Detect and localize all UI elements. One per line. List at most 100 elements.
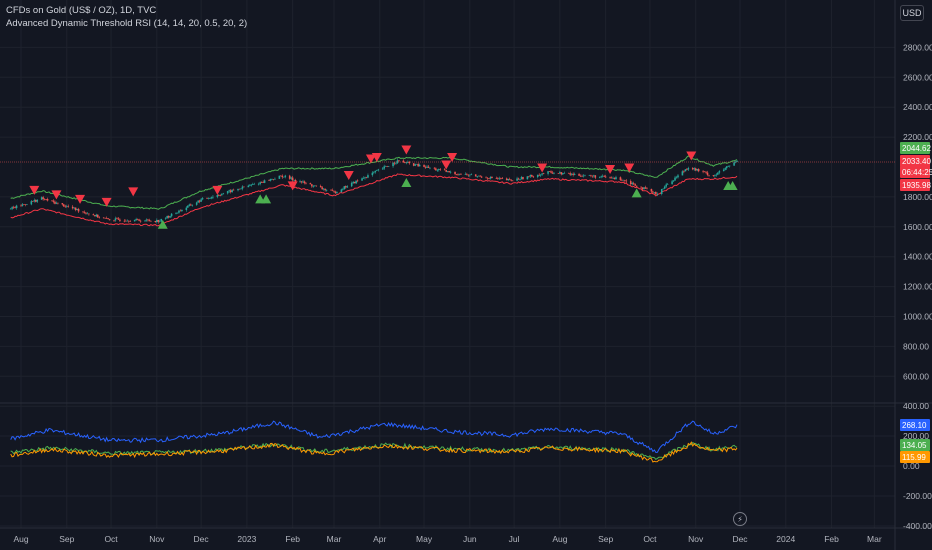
candle-body: [402, 160, 405, 163]
candle-body: [404, 162, 406, 164]
candle-body: [590, 175, 592, 176]
candle-body: [621, 179, 623, 181]
candle-body: [158, 221, 161, 222]
candle-body: [250, 184, 253, 186]
candle-body: [601, 175, 604, 177]
candle-body: [136, 218, 139, 220]
x-tick-label: Dec: [194, 534, 210, 544]
candle-body: [367, 175, 369, 178]
candle-body: [705, 171, 707, 173]
candle-body: [145, 219, 148, 221]
x-tick-label: Jun: [463, 534, 477, 544]
candle-body: [94, 215, 96, 217]
candle-body: [728, 165, 731, 167]
candle-body: [660, 188, 663, 194]
candle-body: [271, 179, 273, 180]
candle-body: [376, 170, 378, 171]
buy-signal-marker: [157, 219, 168, 229]
last-price-label-bg: [900, 155, 930, 167]
lower-band-line: [10, 173, 738, 227]
candle-body: [454, 171, 456, 175]
candle-body: [88, 213, 90, 215]
candle-body: [733, 162, 735, 166]
candle-body: [505, 178, 508, 181]
candle-body: [135, 218, 137, 221]
candle-body: [427, 166, 430, 168]
candle-body: [294, 180, 297, 182]
candle-body: [96, 214, 99, 218]
candle-body: [52, 200, 55, 202]
x-tick-label: Aug: [13, 534, 28, 544]
candle-body: [591, 175, 594, 177]
candle-body: [156, 219, 158, 223]
candle-body: [550, 171, 552, 173]
candle-body: [226, 191, 229, 194]
candle-body: [350, 182, 353, 187]
candle-body: [43, 198, 46, 200]
candle-body: [61, 203, 64, 205]
lightning-icon[interactable]: ⚡: [733, 512, 747, 526]
x-tick-label: 2023: [237, 534, 256, 544]
candle-body: [536, 174, 539, 178]
currency-button[interactable]: USD: [900, 5, 924, 21]
candle-body: [222, 193, 225, 195]
candle-body: [398, 160, 400, 161]
candle-body: [139, 220, 142, 222]
x-tick-label: May: [416, 534, 433, 544]
x-tick-label: Mar: [327, 534, 342, 544]
y-tick-label: 1400.00: [903, 252, 932, 262]
candle-body: [572, 173, 574, 175]
candle-body: [129, 221, 132, 222]
candle-body: [138, 219, 140, 221]
candle-body: [314, 185, 316, 187]
candle-body: [73, 207, 75, 209]
candle-body: [619, 177, 622, 180]
candle-body: [83, 211, 86, 213]
candle-body: [727, 165, 729, 167]
candle-body: [67, 206, 70, 207]
candle-body: [653, 192, 656, 193]
indicator-series-line-1: [10, 420, 738, 453]
candle-body: [646, 188, 648, 190]
sell-signal-marker: [371, 153, 382, 163]
candle-body: [665, 184, 667, 187]
sell-signal-marker: [343, 170, 354, 180]
candle-body: [260, 182, 263, 183]
candle-body: [144, 220, 146, 222]
candle-body: [510, 179, 512, 181]
candle-body: [361, 178, 363, 181]
candle-body: [675, 177, 678, 178]
candle-body: [253, 183, 256, 185]
candle-body: [353, 181, 356, 184]
candle-body: [169, 216, 171, 218]
candle-body: [609, 177, 611, 178]
candle-body: [520, 177, 523, 180]
bar-countdown-label: 06:44:25: [902, 168, 932, 177]
upper-band-line: [10, 155, 738, 210]
candle-body: [54, 201, 56, 204]
candle-body: [207, 198, 210, 199]
candle-body: [325, 189, 328, 191]
candle-body: [687, 168, 690, 170]
green-line-value-label: 134.05: [902, 441, 927, 450]
candle-body: [36, 199, 39, 202]
candle-body: [240, 188, 242, 190]
candle-body: [640, 186, 642, 188]
candle-body: [377, 169, 380, 171]
candle-body: [11, 207, 13, 209]
y-tick-label: -400.00: [903, 521, 932, 531]
candle-body: [108, 219, 111, 221]
candles-group: [9, 158, 738, 224]
candle-body: [718, 171, 721, 173]
candle-body: [269, 179, 272, 181]
candle-body: [343, 186, 346, 190]
upper-band-value-label-bg: [900, 142, 930, 154]
candle-body: [228, 190, 230, 192]
candle-body: [32, 201, 34, 202]
indicator-title[interactable]: Advanced Dynamic Threshold RSI (14, 14, …: [6, 18, 248, 29]
candle-body: [581, 175, 583, 177]
candle-body: [436, 169, 439, 171]
candle-body: [412, 163, 415, 166]
candle-body: [736, 160, 738, 162]
